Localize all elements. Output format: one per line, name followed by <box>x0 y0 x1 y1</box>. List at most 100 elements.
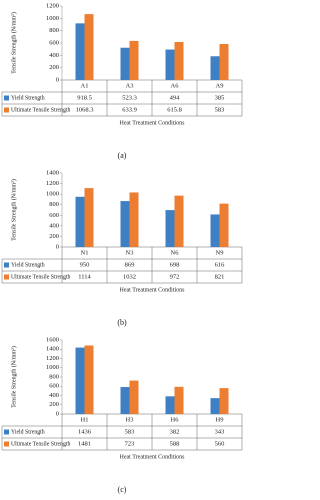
y-tick-label: 1200 <box>46 355 59 362</box>
y-tick-label: 1000 <box>46 364 59 371</box>
table-value: 698 <box>170 261 180 268</box>
bar <box>75 196 85 247</box>
y-tick-label: 1000 <box>46 191 59 198</box>
legend-label: Yield Strength <box>11 95 45 101</box>
bar <box>174 195 184 247</box>
table-value: 382 <box>170 428 180 435</box>
legend-swatch <box>4 429 9 435</box>
table-value: 385 <box>215 94 225 101</box>
legend-label: Ultimate Tensile Strength <box>11 441 70 447</box>
y-tick-label: 200 <box>49 401 59 408</box>
table-value: 588 <box>170 440 180 447</box>
bar <box>219 44 229 80</box>
x-tick-label: A9 <box>216 82 224 89</box>
legend-label: Yield Strength <box>11 429 45 435</box>
bar <box>165 210 175 247</box>
table-value: 869 <box>125 261 135 268</box>
bar <box>129 192 139 247</box>
y-tick-label: 1000 <box>46 15 59 22</box>
y-tick-label: 800 <box>49 27 59 34</box>
y-tick-label: 1200 <box>46 2 59 9</box>
caption: (c) <box>118 485 127 494</box>
legend-label: Yield Strength <box>11 262 45 268</box>
table-value: 343 <box>215 428 225 435</box>
x-axis-label: Heat Treatment Conditions <box>120 287 186 293</box>
table-value: 494 <box>170 94 181 101</box>
x-axis-label: Heat Treatment Conditions <box>120 120 186 126</box>
caption: (a) <box>118 151 127 160</box>
y-axis-label: Tensile Strength (N/mm²) <box>10 12 17 74</box>
y-tick-label: 1400 <box>46 346 59 353</box>
legend-label: Ultimate Tensile Strength <box>11 107 70 113</box>
bar <box>84 14 94 81</box>
y-tick-label: 0 <box>56 243 59 250</box>
table-value: 1032 <box>123 273 136 280</box>
x-tick-label: N9 <box>216 249 224 256</box>
table-value: 918.5 <box>77 94 92 101</box>
y-tick-label: 800 <box>49 201 59 208</box>
bar <box>120 387 130 414</box>
x-tick-label: A6 <box>171 82 180 89</box>
bar <box>120 47 130 80</box>
bar <box>165 396 175 414</box>
table-value: 633.9 <box>122 106 137 113</box>
table-value: 523.3 <box>122 94 137 101</box>
table-value: 615.8 <box>167 106 182 113</box>
legend-swatch <box>4 262 9 268</box>
bar <box>75 347 85 414</box>
y-axis-label: Tensile Strength (N/mm²) <box>10 346 17 408</box>
bar <box>75 23 85 80</box>
table-value: 560 <box>215 440 225 447</box>
legend-swatch <box>4 95 9 101</box>
bar <box>84 345 94 414</box>
bar <box>174 386 184 414</box>
y-tick-label: 0 <box>56 410 59 417</box>
legend-swatch <box>4 107 9 113</box>
bar <box>210 398 220 414</box>
y-tick-label: 200 <box>49 233 59 240</box>
y-tick-label: 0 <box>56 76 59 83</box>
figure: Tensile Strength (N/mm²) 0 200 400 600 800 100… <box>1 2 243 494</box>
y-tick-label: 400 <box>49 392 59 399</box>
y-tick-label: 200 <box>49 64 59 71</box>
x-tick-label: H3 <box>126 416 134 423</box>
bar <box>219 388 229 414</box>
bar <box>210 214 220 247</box>
bar <box>84 188 94 247</box>
bar <box>120 201 130 247</box>
table-value: 723 <box>125 440 135 447</box>
x-tick-label: H6 <box>171 416 180 423</box>
table-value: 583 <box>215 106 225 113</box>
table-value: 972 <box>170 273 180 280</box>
x-tick-label: N1 <box>81 249 89 256</box>
x-axis-label: Heat Treatment Conditions <box>120 454 186 460</box>
x-tick-label: H9 <box>216 416 224 423</box>
legend-swatch <box>4 274 9 280</box>
x-tick-label: N6 <box>171 249 180 256</box>
y-tick-label: 1400 <box>46 169 59 176</box>
caption: (b) <box>117 318 127 327</box>
table-value: 1481 <box>78 440 91 447</box>
y-tick-label: 400 <box>49 222 59 229</box>
bar <box>165 49 175 80</box>
table-value: 821 <box>215 273 225 280</box>
table-value: 1436 <box>78 428 92 435</box>
y-tick-label: 1600 <box>46 336 59 343</box>
table-value: 950 <box>80 261 90 268</box>
y-tick-label: 1200 <box>46 180 59 187</box>
x-tick-label: H1 <box>81 416 89 423</box>
legend-swatch <box>4 441 9 447</box>
x-tick-label: A3 <box>126 82 134 89</box>
bar <box>210 56 220 80</box>
y-tick-label: 400 <box>49 52 59 59</box>
table-value: 1114 <box>78 273 91 280</box>
bar <box>174 42 184 80</box>
bar <box>129 380 139 414</box>
y-tick-label: 600 <box>49 39 59 46</box>
table-value: 1068.3 <box>76 106 94 113</box>
x-tick-label: A1 <box>81 82 89 89</box>
y-tick-label: 600 <box>49 383 59 390</box>
y-tick-label: 800 <box>49 373 59 380</box>
bar <box>129 40 139 80</box>
table-value: 583 <box>125 428 135 435</box>
